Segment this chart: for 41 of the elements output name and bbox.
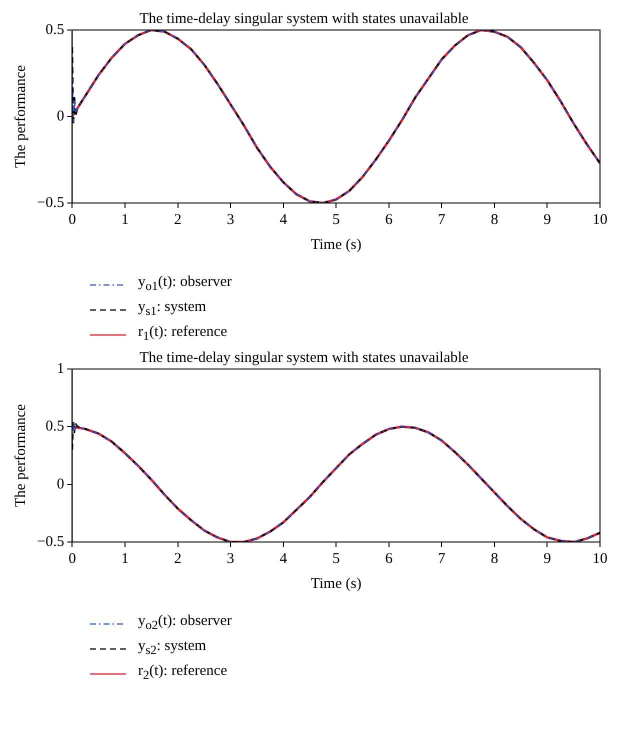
- x-tick-label: 9: [543, 212, 551, 228]
- x-tick-label: 6: [385, 212, 394, 228]
- y-tick-label: 0: [56, 108, 64, 124]
- x-tick-label: 9: [543, 550, 551, 567]
- x-tick-label: 1: [121, 550, 129, 567]
- x-tick-label: 8: [490, 550, 498, 567]
- legend-label: y$_{o1}$(t): observer: [138, 273, 232, 295]
- y-axis-title: The performance: [12, 64, 29, 168]
- chart-title: The time-delay singular system with states unavailable: [139, 350, 469, 366]
- legend-label: y$_{o2}$(t): observer: [138, 612, 232, 634]
- x-tick-label: 4: [280, 212, 288, 228]
- y-tick-label: 0: [56, 476, 64, 492]
- chart-title: The time-delay singular system with states unavailable: [139, 10, 469, 27]
- legend-label: y$_{s2}$: system: [138, 637, 206, 659]
- x-tick-label: 0: [68, 550, 76, 567]
- x-tick-label: 4: [280, 550, 288, 567]
- x-tick-label: 5: [332, 212, 340, 228]
- x-tick-label: 7: [438, 212, 446, 228]
- x-axis-title: Time (s): [310, 236, 362, 253]
- y-tick-label: 0.5: [45, 418, 64, 435]
- y-tick-label: −0.5: [36, 194, 64, 211]
- x-tick-label: 1: [121, 212, 129, 228]
- x-axis-title: Time (s): [310, 576, 362, 592]
- x-tick-label: 8: [490, 212, 498, 228]
- x-tick-label: 2: [174, 550, 182, 567]
- x-tick-label: 7: [438, 550, 446, 567]
- legend-label: r$_{2}$(t): reference: [138, 662, 228, 684]
- x-tick-label: 10: [592, 212, 608, 228]
- x-tick-label: 0: [68, 212, 76, 228]
- x-tick-label: 10: [592, 550, 608, 567]
- legend-label: y$_{s1}$: system: [138, 298, 206, 320]
- legend-label: r$_{1}$(t): reference: [138, 323, 228, 345]
- y-tick-label: 1: [56, 360, 64, 377]
- y-tick-label: −0.5: [36, 534, 64, 550]
- x-tick-label: 6: [385, 550, 394, 567]
- y-axis-title: The performance: [12, 404, 29, 507]
- x-tick-label: 5: [332, 550, 340, 567]
- x-tick-label: 3: [226, 550, 234, 567]
- x-tick-label: 3: [226, 212, 234, 228]
- x-tick-label: 2: [174, 212, 182, 228]
- y-tick-label: 0.5: [45, 22, 64, 38]
